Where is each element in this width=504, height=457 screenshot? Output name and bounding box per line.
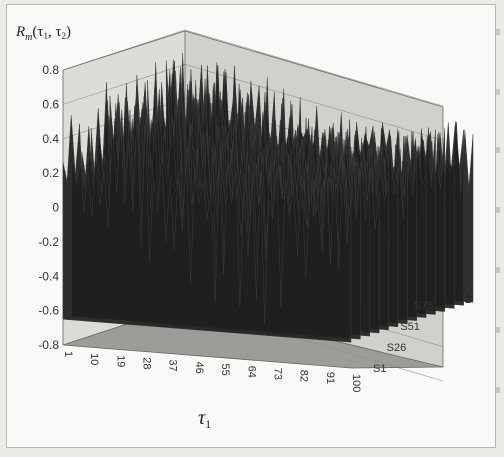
x-tick-label: 28 [141,357,153,369]
x-tick-label: 37 [167,359,179,371]
x-tick-label: 55 [219,364,231,376]
z-tick-label: 0.2 [42,166,59,180]
x-tick-label: 19 [114,355,126,367]
z-axis-ticks: 0.8 0.6 0.4 0.2 0 -0.2 -0.4 -0.6 -0.8 [38,63,59,352]
z-tick-label: -0.2 [38,235,59,249]
x-tick-label: 46 [193,361,205,373]
z-axis-label: Rm(τ1, τ2) [15,24,71,43]
x-tick-label: 82 [298,370,310,382]
y-tick-label: S1 [373,363,386,375]
z-tick-label: 0.6 [42,97,59,111]
x-tick-label: 100 [350,374,362,392]
z-tick-label: 0.8 [42,63,59,77]
y-tick-label: S51 [400,321,420,333]
z-tick-label: -0.6 [38,304,59,318]
x-tick-label: 73 [271,368,283,380]
y-tick-label: S76 [414,300,434,312]
surface-mesh [62,52,474,343]
x-axis-ticks: 1 10 19 28 37 46 55 64 73 82 91 100 [62,351,362,392]
z-tick-label: -0.4 [38,269,59,283]
z-tick-label: 0 [52,201,59,215]
x-axis-label: τ1 [198,407,211,431]
z-tick-label: -0.8 [38,338,59,352]
x-tick-label: 10 [88,353,100,365]
x-tick-label: 91 [324,372,336,384]
z-tick-label: 0.4 [42,132,59,146]
surface-strip [62,110,352,343]
y-tick-label: S26 [387,342,407,354]
y-axis-label: τ2 [458,282,471,306]
x-tick-label: 1 [62,351,74,357]
x-tick-label: 64 [245,366,257,378]
